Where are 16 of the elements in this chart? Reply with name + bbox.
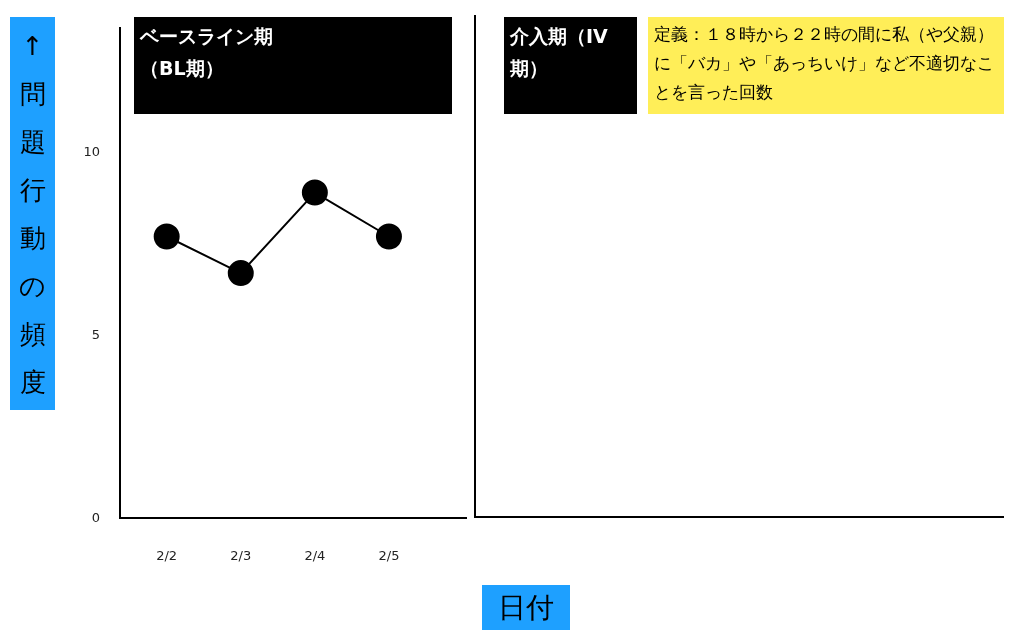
- point: [375, 223, 402, 250]
- x-tick-label: 2/2: [156, 547, 178, 563]
- x-tick-label: 2/5: [378, 547, 400, 563]
- y-tick-label: 0: [91, 509, 100, 525]
- text: 介入期（IV期）: [510, 24, 609, 81]
- y-tick-label: 5: [91, 326, 100, 342]
- y-axis-title: ↑問題行動の頻度: [18, 30, 47, 399]
- x-axis-title: 日付: [482, 585, 570, 630]
- x-tick-label: 2/4: [304, 547, 326, 563]
- annotation: ベースライン期（BL期）: [140, 24, 274, 81]
- point: [227, 260, 254, 287]
- text: 定義：１８時から２２時の間に私（や父親）に「バカ」や「あっちいけ」など不適切なことを言った回数: [654, 23, 994, 104]
- point: [153, 223, 180, 250]
- point: [301, 179, 328, 206]
- x-tick-label: 2/3: [230, 547, 252, 563]
- y-tick-label: 10: [83, 143, 100, 159]
